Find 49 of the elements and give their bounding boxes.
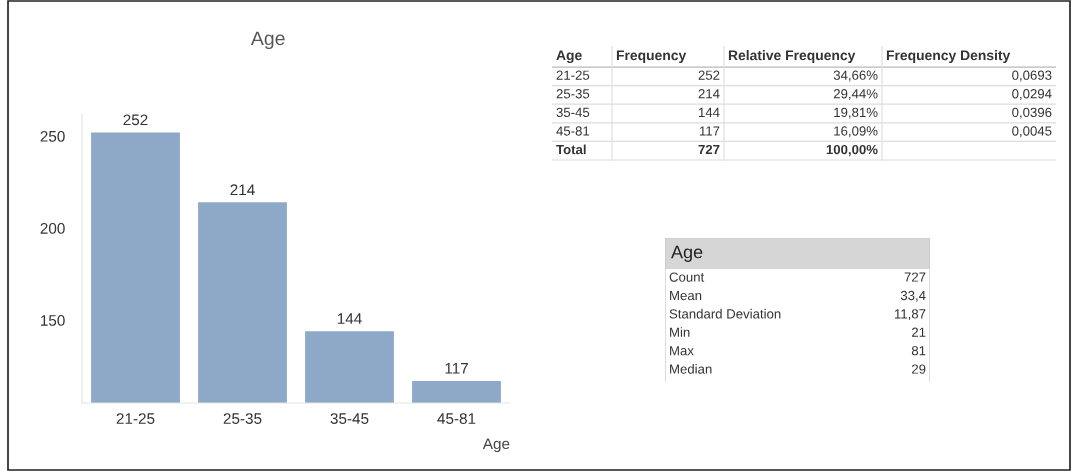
- category-label: 35-45: [556, 107, 590, 118]
- x-tick-label: 45-81: [437, 413, 476, 424]
- text: 0,0045: [1012, 126, 1052, 138]
- text: 29: [911, 364, 926, 374]
- text: 117: [699, 126, 720, 136]
- text: 21: [911, 327, 926, 337]
- text: 0,0294: [1012, 89, 1052, 100]
- x-tick-label: 35-45: [330, 413, 369, 424]
- y-tick-label: 150: [41, 315, 65, 326]
- text: 34,66%: [833, 70, 878, 82]
- category-label: Median: [670, 364, 712, 374]
- text: 100,00%: [826, 144, 878, 157]
- text: 144: [698, 107, 720, 117]
- text: Total: [556, 144, 586, 155]
- text: 727: [904, 272, 926, 282]
- text: 0,0396: [1012, 107, 1052, 119]
- category-label: 45-81: [556, 126, 590, 136]
- y-tick-label: 250: [40, 130, 65, 142]
- data-label: 252: [123, 114, 148, 126]
- category-label: Frequency Density: [886, 50, 1011, 63]
- category-label: Frequency: [616, 50, 687, 63]
- text: 252: [698, 70, 720, 80]
- category-label: Age: [556, 50, 582, 63]
- chart-title: Age: [250, 31, 285, 50]
- text: 16,09%: [834, 126, 878, 138]
- x-axis-title: Age: [482, 438, 510, 453]
- x-tick-label: 21-25: [116, 413, 155, 424]
- text: 81: [911, 346, 926, 356]
- text: Age: [671, 245, 703, 262]
- text: 29,44%: [833, 89, 878, 100]
- text: 11,87: [894, 309, 926, 321]
- text: 19,81%: [834, 107, 878, 119]
- x-tick-label: 25-35: [223, 413, 262, 424]
- text: 727: [698, 144, 720, 155]
- category-label: Standard Deviation: [669, 308, 781, 319]
- category-label: Mean: [670, 290, 702, 301]
- data-label: 214: [230, 184, 255, 196]
- category-label: Min: [670, 327, 690, 337]
- category-label: 21-25: [556, 70, 590, 80]
- category-label: Relative Frequency: [728, 50, 856, 63]
- text: 214: [698, 89, 720, 99]
- category-label: Count: [669, 272, 705, 282]
- category-label: 25-35: [556, 89, 590, 99]
- text: 33,4: [900, 290, 926, 302]
- data-label: 117: [445, 363, 468, 374]
- text: 0,0693: [1012, 70, 1052, 82]
- data-label: 144: [337, 313, 362, 324]
- y-tick-label: 200: [40, 223, 65, 234]
- category-label: Max: [670, 346, 694, 356]
